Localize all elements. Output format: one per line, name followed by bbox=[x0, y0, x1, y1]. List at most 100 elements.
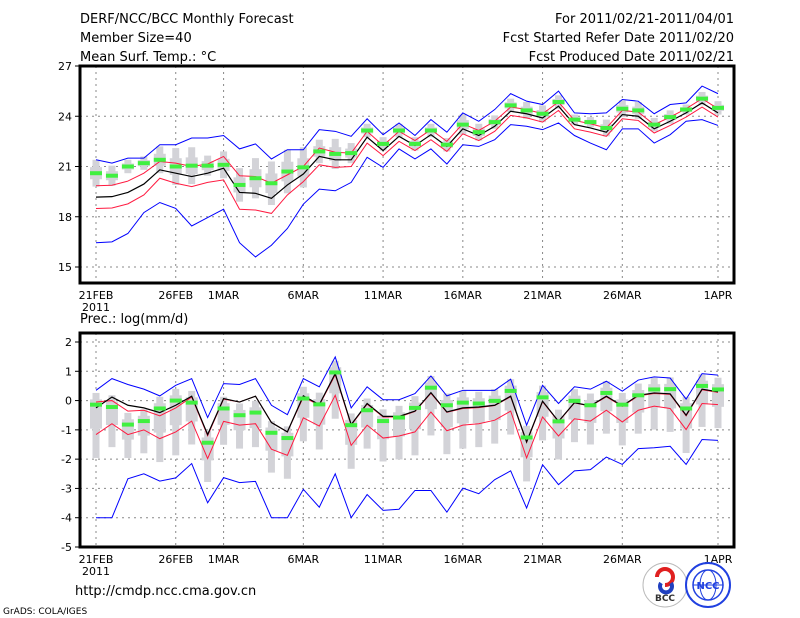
source-url[interactable]: http://cmdp.ncc.cma.gov.cn bbox=[75, 584, 256, 599]
y-tick-label: 27 bbox=[58, 60, 72, 73]
median-marker bbox=[488, 398, 501, 403]
median-marker bbox=[504, 388, 517, 393]
median-marker bbox=[568, 398, 581, 403]
median-marker bbox=[105, 173, 118, 178]
median-marker bbox=[472, 401, 485, 406]
median-marker bbox=[393, 415, 406, 420]
spread-lower-line bbox=[95, 394, 719, 460]
median-marker bbox=[169, 164, 182, 169]
median-marker bbox=[313, 149, 326, 154]
median-marker bbox=[265, 181, 278, 186]
median-marker bbox=[137, 419, 150, 424]
median-marker bbox=[472, 130, 485, 135]
median-marker bbox=[440, 142, 453, 147]
median-marker bbox=[408, 141, 421, 146]
median-marker bbox=[712, 105, 724, 110]
plot-frame bbox=[78, 64, 736, 285]
median-marker bbox=[169, 398, 182, 403]
x-tick-label: 21FEB bbox=[79, 553, 114, 566]
median-marker bbox=[488, 120, 501, 125]
mean-line bbox=[95, 372, 719, 444]
x-tick-label: 1APR bbox=[704, 289, 733, 302]
median-marker bbox=[345, 151, 358, 156]
median-marker bbox=[377, 141, 390, 146]
median-marker bbox=[408, 405, 421, 410]
x-tick-label: 26MAR bbox=[603, 553, 642, 566]
median-marker bbox=[696, 383, 709, 388]
median-marker bbox=[520, 435, 533, 440]
median-marker bbox=[137, 161, 150, 166]
x-tick-label: 21FEB bbox=[79, 289, 114, 302]
median-marker bbox=[345, 423, 358, 428]
median-marker bbox=[616, 106, 629, 111]
ncc-logo: NCC bbox=[685, 562, 731, 608]
median-marker bbox=[632, 108, 645, 113]
median-marker bbox=[281, 436, 294, 441]
x-tick-label: 16MAR bbox=[443, 289, 482, 302]
max-line bbox=[95, 355, 719, 427]
median-marker bbox=[520, 108, 533, 113]
median-marker bbox=[90, 171, 102, 176]
median-marker bbox=[217, 406, 230, 411]
median-marker bbox=[90, 402, 102, 407]
median-marker bbox=[201, 440, 214, 445]
y-tick-label: -2 bbox=[61, 453, 72, 466]
plot-frame bbox=[78, 331, 736, 549]
x-tick-label: 26MAR bbox=[603, 289, 642, 302]
y-tick-label: 15 bbox=[58, 261, 72, 274]
median-marker bbox=[584, 120, 597, 125]
y-tick-label: 2 bbox=[65, 336, 72, 349]
x-tick-label: 1MAR bbox=[208, 553, 240, 566]
median-marker bbox=[361, 128, 374, 133]
forecast-start-date: Fcst Started Refer Date 2011/02/20 bbox=[503, 31, 734, 46]
median-marker bbox=[648, 122, 661, 127]
median-marker bbox=[456, 122, 469, 127]
median-marker bbox=[552, 419, 565, 424]
median-marker bbox=[424, 385, 437, 390]
median-marker bbox=[217, 162, 230, 167]
median-marker bbox=[201, 163, 214, 168]
bcc-logo: BCC bbox=[642, 562, 688, 608]
median-marker bbox=[393, 128, 406, 133]
min-line bbox=[96, 439, 719, 519]
median-marker bbox=[680, 107, 693, 112]
y-tick-label: 0 bbox=[65, 395, 72, 408]
median-marker bbox=[664, 115, 677, 120]
y-tick-label: 21 bbox=[58, 161, 72, 174]
bottom-chart-title: Prec.: log(mm/d) bbox=[80, 312, 188, 327]
median-marker bbox=[329, 151, 342, 156]
median-marker bbox=[424, 128, 437, 133]
y-tick-label: 18 bbox=[58, 211, 72, 224]
median-marker bbox=[249, 410, 262, 415]
spread-upper-line bbox=[95, 98, 719, 187]
median-marker bbox=[121, 164, 134, 169]
bcc-logo-text: BCC bbox=[655, 594, 675, 604]
member-size: Member Size=40 bbox=[80, 31, 192, 46]
median-marker bbox=[632, 393, 645, 398]
median-marker bbox=[600, 125, 613, 130]
x-tick-label: 11MAR bbox=[364, 553, 403, 566]
box-iqr bbox=[90, 399, 102, 429]
grads-credit: GrADS: COLA/IGES bbox=[3, 607, 87, 617]
median-marker bbox=[616, 402, 629, 407]
x-tick-year: 2011 bbox=[82, 301, 110, 314]
median-marker bbox=[377, 419, 390, 424]
y-tick-label: 24 bbox=[58, 110, 72, 123]
x-tick-year: 2011 bbox=[82, 565, 110, 578]
y-tick-label: 1 bbox=[65, 365, 72, 378]
median-marker bbox=[313, 402, 326, 407]
y-tick-label: -3 bbox=[61, 482, 72, 495]
max-line bbox=[95, 85, 719, 164]
min-line bbox=[95, 119, 719, 258]
median-marker bbox=[297, 396, 310, 401]
median-marker bbox=[536, 111, 549, 116]
y-tick-label: -1 bbox=[61, 424, 72, 437]
spread-lower-line bbox=[95, 106, 719, 214]
median-marker bbox=[105, 405, 118, 410]
forecast-produced-date: Fcst Produced Date 2011/02/21 bbox=[529, 50, 734, 65]
median-marker bbox=[584, 403, 597, 408]
median-marker bbox=[185, 163, 198, 168]
x-tick-label: 6MAR bbox=[287, 553, 319, 566]
median-marker bbox=[504, 103, 517, 108]
